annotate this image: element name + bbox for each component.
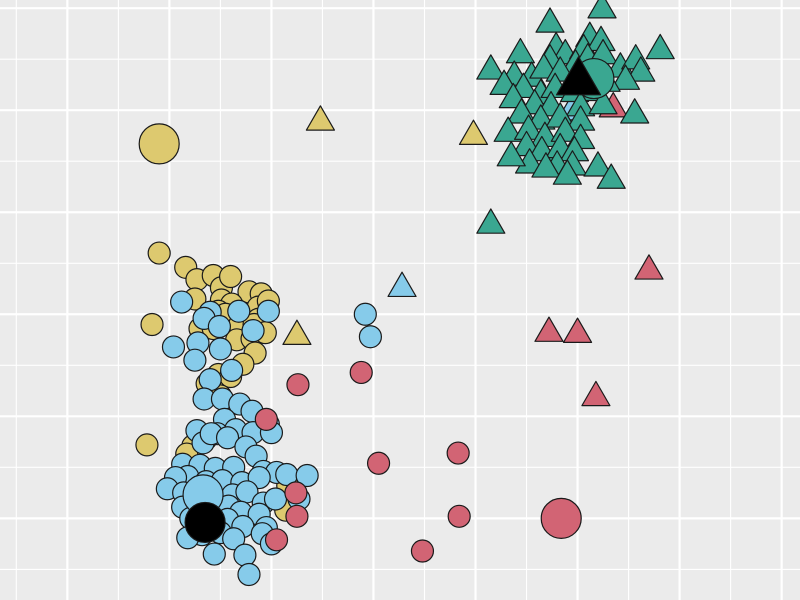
circle-point	[447, 504, 471, 528]
circle-point	[161, 335, 186, 359]
triangle-point	[583, 151, 613, 177]
circle-point	[215, 426, 240, 450]
circle-point	[241, 319, 265, 343]
circle-point	[138, 123, 180, 165]
circle-point	[233, 543, 257, 567]
circle-point	[227, 299, 251, 323]
triangle-point	[620, 98, 650, 124]
circle-point	[208, 337, 233, 361]
triangle-point	[596, 163, 626, 189]
circle-point	[349, 360, 373, 385]
circle-point	[202, 542, 226, 566]
circle-point	[237, 562, 261, 587]
triangle-point	[534, 316, 564, 342]
triangle-point	[634, 254, 664, 280]
triangle-point	[505, 37, 536, 64]
triangle-point	[493, 116, 523, 142]
circle-point	[256, 299, 280, 323]
circle-point	[220, 358, 244, 383]
circle-point	[358, 325, 383, 349]
circle-point	[140, 312, 164, 337]
triangle-point	[387, 271, 417, 298]
triangle-point	[305, 105, 336, 131]
circle-point	[285, 504, 309, 528]
circle-point	[295, 463, 319, 488]
triangle-point	[626, 56, 656, 82]
triangle-point	[610, 64, 641, 90]
circle-point	[170, 290, 194, 314]
circle-point	[183, 348, 207, 372]
centroid-circle-point	[184, 501, 226, 544]
circle-point	[286, 373, 310, 397]
circle-point	[284, 481, 308, 505]
triangle-point	[476, 208, 506, 234]
circle-point	[353, 302, 377, 326]
circle-point	[207, 314, 231, 339]
circle-point	[219, 264, 243, 289]
triangle-point	[531, 152, 561, 178]
triangle-point	[496, 140, 526, 167]
triangle-point	[458, 119, 489, 145]
triangle-point	[581, 380, 611, 407]
triangle-point	[552, 159, 582, 185]
circle-point	[147, 241, 171, 265]
circle-point	[446, 441, 470, 465]
triangle-point	[282, 319, 312, 345]
triangle-point	[535, 7, 565, 33]
triangle-point	[476, 54, 506, 80]
circle-point	[222, 527, 246, 551]
circle-point	[366, 451, 391, 475]
data-points	[135, 0, 675, 587]
triangle-point	[587, 0, 617, 19]
circle-point	[540, 497, 582, 539]
circle-point	[410, 539, 435, 563]
circle-point	[264, 528, 289, 552]
triangle-point	[588, 88, 618, 115]
triangle-point	[645, 33, 675, 60]
circle-point	[135, 433, 159, 457]
circle-point	[254, 407, 278, 431]
centroid-triangle-point	[555, 56, 602, 96]
circle-point	[198, 367, 222, 392]
triangle-point	[562, 317, 593, 343]
